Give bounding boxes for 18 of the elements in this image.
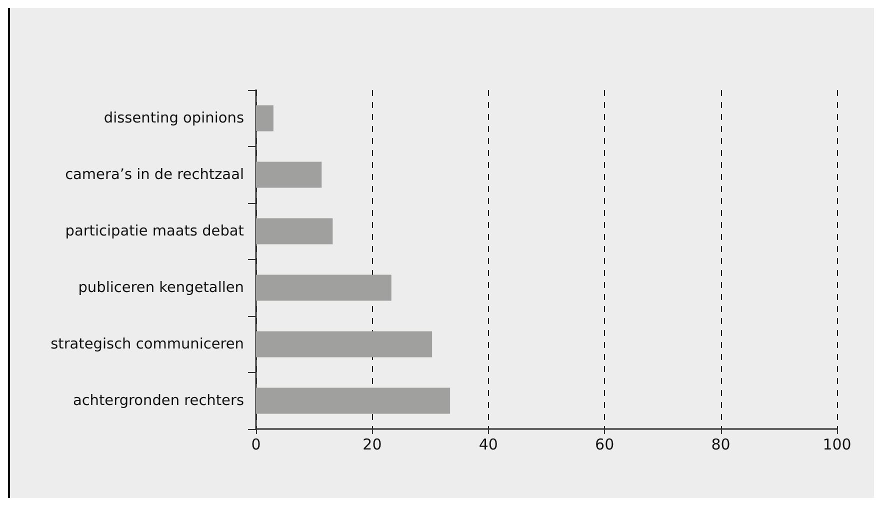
y-tick-label: participatie maats debat	[65, 223, 244, 240]
x-tick-label: 40	[478, 436, 498, 454]
x-tick-label: 0	[251, 436, 261, 454]
y-tick-label: publiceren kengetallen	[78, 280, 244, 296]
x-tick-label: 20	[362, 436, 382, 454]
bar	[256, 162, 322, 188]
y-tick-label: camera’s in de rechtzaal	[65, 166, 244, 183]
x-tick-label: 80	[711, 436, 730, 454]
bar	[256, 274, 392, 301]
y-tick-label: achtergronden rechters	[72, 392, 244, 409]
bar	[256, 218, 333, 244]
x-tick-label: 100	[822, 436, 852, 454]
bar	[256, 388, 450, 414]
bar	[256, 331, 432, 358]
y-tick-label: dissenting opinions	[104, 110, 244, 126]
y-tick-label: strategisch communiceren	[50, 336, 244, 352]
bar	[256, 105, 274, 132]
x-tick-label: 60	[595, 436, 614, 454]
